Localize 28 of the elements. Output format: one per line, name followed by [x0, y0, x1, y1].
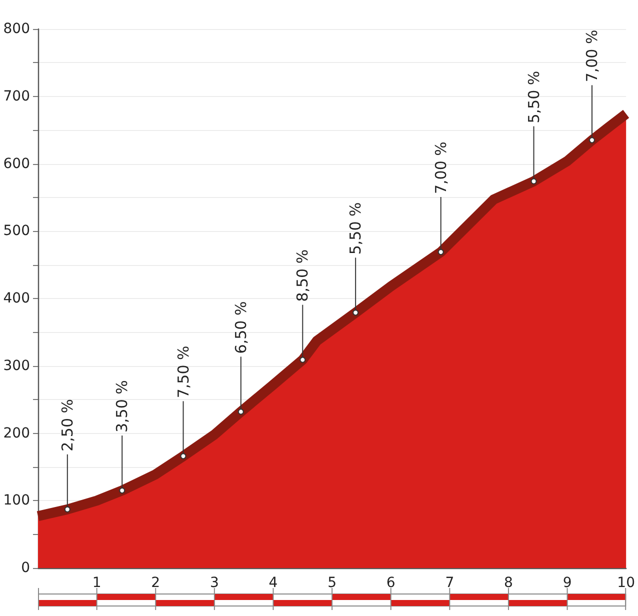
- x-tick-label: 1: [92, 575, 102, 591]
- annotation: 7,50 %: [174, 346, 192, 398]
- y-tick-label: 200: [3, 425, 30, 442]
- x-tick-label: 2: [151, 575, 160, 591]
- x-tick-label: 8: [504, 575, 513, 591]
- x-tick-label: 10: [617, 575, 636, 591]
- annotation: 3,50 %: [113, 380, 132, 433]
- annotation: 6,50 %: [232, 301, 250, 354]
- y-tick-label: 300: [3, 358, 30, 374]
- x-tick-label: 7: [445, 575, 454, 591]
- x-tick-label: 9: [562, 575, 572, 591]
- annotation: 7,00 %: [582, 30, 601, 82]
- x-tick-label: 4: [268, 575, 278, 591]
- y-tick-label: 0: [21, 560, 30, 576]
- annotation: 5,50 %: [346, 202, 365, 255]
- y-tick-label: 500: [3, 223, 30, 240]
- annotation: 8,50 %: [294, 249, 312, 302]
- annotation: 5,50 %: [524, 70, 543, 124]
- y-tick-label: 700: [3, 88, 30, 104]
- y-tick-label: 400: [3, 290, 30, 306]
- y-tick-label: 800: [3, 21, 30, 37]
- x-tick-label: 5: [328, 575, 337, 591]
- y-tick-label: 600: [3, 156, 30, 172]
- x-tick-label: 6: [386, 575, 396, 591]
- annotation: 7,00 %: [432, 142, 450, 194]
- y-tick-label: 100: [3, 492, 30, 509]
- annotation: 2,50 %: [58, 398, 76, 452]
- x-tick-label: 3: [210, 575, 219, 591]
